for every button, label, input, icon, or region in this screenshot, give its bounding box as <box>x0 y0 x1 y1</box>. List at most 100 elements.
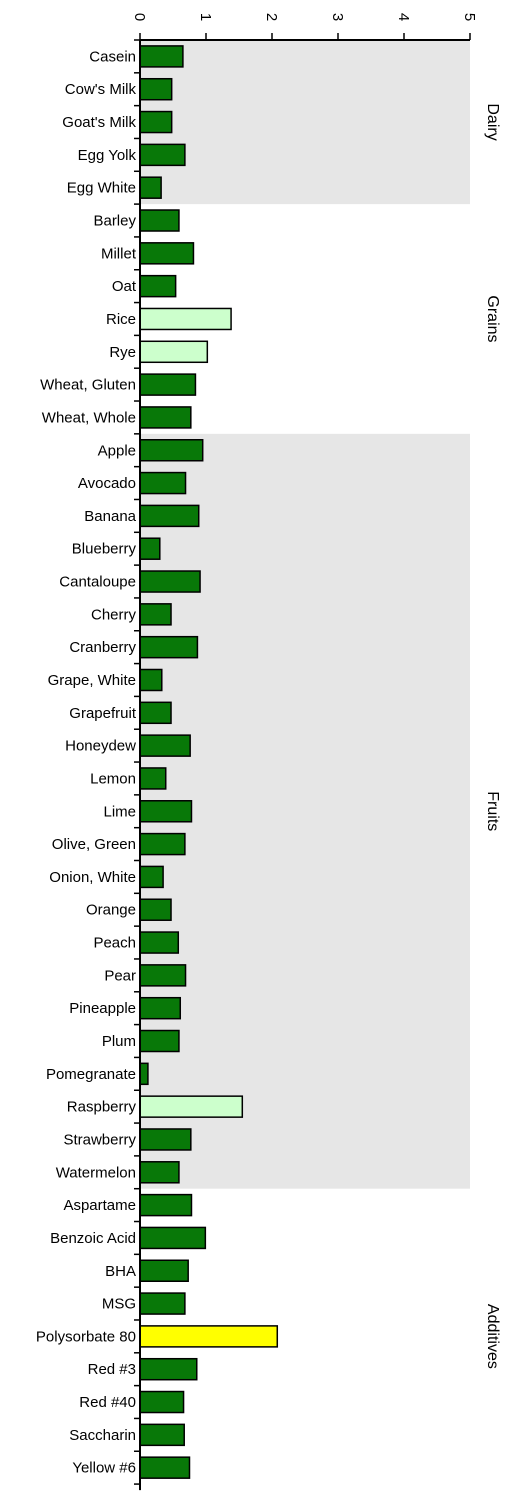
group-bands <box>140 40 470 1189</box>
group-label-grains: Grains <box>484 295 501 342</box>
bar-rye <box>139 340 209 364</box>
category-label-raspberry: Raspberry <box>67 1099 137 1116</box>
bar-saccharin <box>139 1423 185 1447</box>
value-tick-label-1: 1 <box>197 13 214 21</box>
category-label-wheat-whole: Wheat, Whole <box>42 409 136 426</box>
category-label-cantaloupe: Cantaloupe <box>59 574 136 591</box>
value-tick-label-0: 0 <box>131 13 148 21</box>
bar-apple <box>139 439 204 462</box>
category-label-millet: Millet <box>101 245 137 262</box>
bar-grape-white <box>139 668 163 692</box>
group-labels: Dairy Grains Fruits Additives <box>484 103 501 1368</box>
bar-msg <box>139 1292 186 1315</box>
category-label-grapefruit: Grapefruit <box>69 705 137 722</box>
category-label-pear: Pear <box>104 967 136 984</box>
bar-raspberry <box>139 1095 244 1118</box>
bar-cantaloupe <box>139 570 201 593</box>
value-tick-label-4: 4 <box>395 13 412 21</box>
category-label-olive-green: Olive, Green <box>52 836 136 853</box>
bar-lemon <box>139 767 167 790</box>
bar-goat-s-milk <box>139 110 173 134</box>
bar-casein <box>139 45 184 68</box>
category-label-red-40: Red #40 <box>79 1394 136 1411</box>
category-label-cow-s-milk: Cow's Milk <box>65 81 137 98</box>
bar-oat <box>139 274 177 298</box>
category-label-egg-white: Egg White <box>67 180 136 197</box>
bar-banana <box>139 504 200 528</box>
category-label-rye: Rye <box>109 344 136 361</box>
bar-wheat-whole <box>139 406 192 429</box>
bar-benzoic-acid <box>139 1226 207 1250</box>
group-label-dairy: Dairy <box>484 103 501 140</box>
category-label-strawberry: Strawberry <box>63 1131 136 1148</box>
bar-orange <box>139 898 172 921</box>
category-label-red-3: Red #3 <box>88 1361 136 1378</box>
group-band-fruits <box>140 433 470 1189</box>
category-label-grape-white: Grape, White <box>48 672 136 689</box>
group-label-fruits: Fruits <box>484 791 501 831</box>
bar-aspartame <box>139 1193 193 1217</box>
category-label-pineapple: Pineapple <box>69 1000 136 1017</box>
category-label-goat-s-milk: Goat's Milk <box>62 114 136 131</box>
bar-bha <box>139 1259 189 1282</box>
bar-pear <box>139 964 187 987</box>
bar-wheat-gluten <box>139 373 197 396</box>
bar-plum <box>139 1029 180 1053</box>
category-label-cherry: Cherry <box>91 606 137 623</box>
group-label-additives: Additives <box>484 1304 501 1369</box>
category-label-apple: Apple <box>98 442 136 459</box>
category-label-yellow-6: Yellow #6 <box>72 1460 136 1477</box>
category-label-pomegranate: Pomegranate <box>46 1066 136 1083</box>
category-axis: Casein Cow's Milk Goat's Milk Egg Yolk Egg W… <box>36 39 141 1491</box>
category-label-banana: Banana <box>84 508 136 525</box>
category-label-peach: Peach <box>93 935 136 952</box>
bar-millet <box>139 242 195 265</box>
bar-polysorbate-80 <box>139 1325 279 1348</box>
value-axis: 0 1 2 3 4 5 <box>131 13 478 41</box>
category-label-casein: Casein <box>89 48 136 65</box>
category-label-lemon: Lemon <box>90 770 136 787</box>
bar-pomegranate <box>139 1062 149 1086</box>
category-label-honeydew: Honeydew <box>65 738 136 755</box>
category-label-oat: Oat <box>112 278 137 295</box>
category-label-lime: Lime <box>103 803 136 820</box>
value-tick-label-2: 2 <box>263 13 280 21</box>
group-band-dairy <box>140 40 470 205</box>
category-label-wheat-gluten: Wheat, Gluten <box>40 377 136 394</box>
bar-red-40 <box>139 1390 185 1414</box>
bar-onion-white <box>139 865 164 889</box>
bar-cow-s-milk <box>139 77 173 101</box>
bar-avocado <box>139 471 187 495</box>
category-label-rice: Rice <box>106 311 136 328</box>
bar-rice <box>139 307 232 331</box>
bar-yellow-6 <box>139 1456 191 1479</box>
bar-watermelon <box>139 1161 180 1184</box>
category-label-aspartame: Aspartame <box>63 1197 136 1214</box>
category-label-avocado: Avocado <box>78 475 136 492</box>
category-label-barley: Barley <box>93 213 136 230</box>
category-label-benzoic-acid: Benzoic Acid <box>50 1230 136 1247</box>
category-label-bha: BHA <box>105 1263 136 1280</box>
bar-cranberry <box>139 635 199 659</box>
category-label-onion-white: Onion, White <box>49 869 136 886</box>
bar-barley <box>139 209 180 232</box>
bar-red-3 <box>139 1357 198 1381</box>
bar-honeydew <box>139 734 191 757</box>
bar-cherry <box>139 603 172 626</box>
bar-olive-green <box>139 832 186 856</box>
bar-peach <box>139 931 180 954</box>
value-tick-label-5: 5 <box>461 13 478 21</box>
bar-lime <box>139 800 193 823</box>
category-label-polysorbate-80: Polysorbate 80 <box>36 1328 136 1345</box>
category-label-saccharin: Saccharin <box>69 1427 136 1444</box>
category-label-cranberry: Cranberry <box>69 639 136 656</box>
bar-strawberry <box>139 1128 192 1151</box>
bar-pineapple <box>139 996 182 1020</box>
bar-grapefruit <box>139 701 172 725</box>
category-label-egg-yolk: Egg Yolk <box>78 147 137 164</box>
category-label-msg: MSG <box>102 1296 136 1313</box>
category-label-orange: Orange <box>86 902 136 919</box>
value-tick-label-3: 3 <box>329 13 346 21</box>
bar-egg-yolk <box>139 143 186 167</box>
